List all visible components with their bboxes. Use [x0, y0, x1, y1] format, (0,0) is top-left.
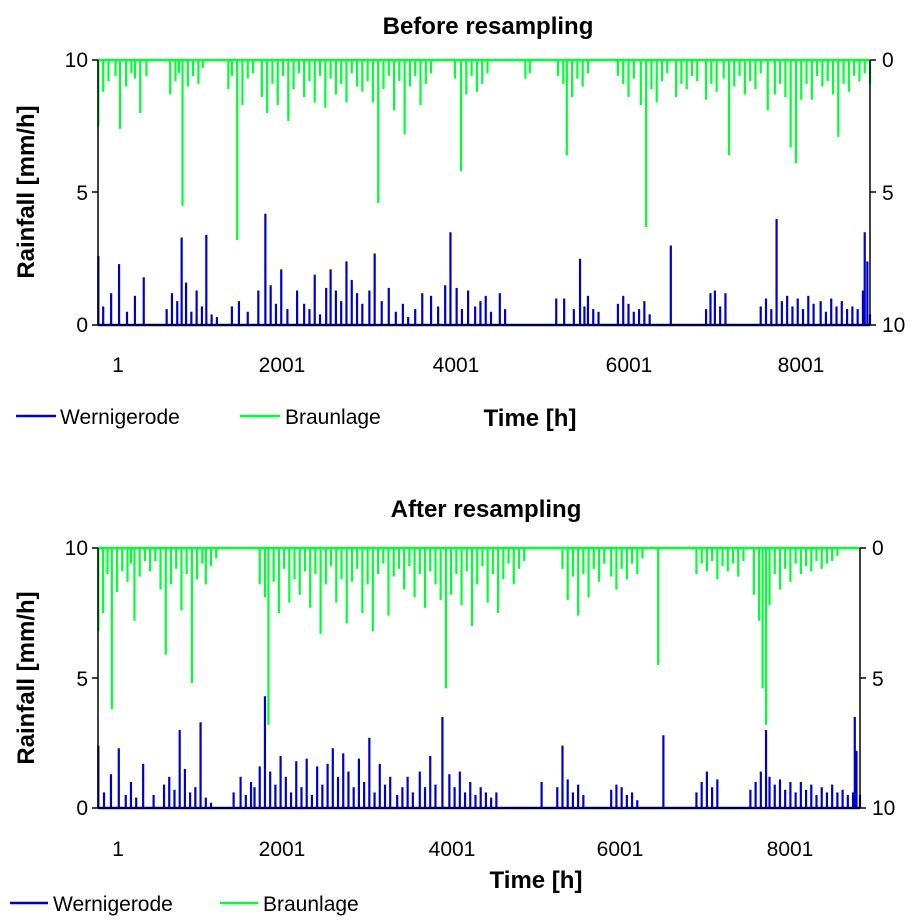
- y-tick-label-right: 10: [872, 797, 895, 820]
- x-tick-label: 8001: [767, 838, 814, 861]
- chart-plot-area: [97, 58, 872, 327]
- x-tick-label: 4001: [433, 354, 480, 377]
- y-tick-label-left: 5: [76, 182, 88, 205]
- legend-label-braunlage: Braunlage: [285, 406, 381, 429]
- y-tick-label-right: 10: [882, 314, 905, 337]
- legend-label-wernigerode: Wernigerode: [53, 893, 173, 916]
- y-tick-label-right: 0: [882, 49, 894, 72]
- chart-title: After resampling: [391, 496, 582, 523]
- legend-label-braunlage: Braunlage: [263, 893, 359, 916]
- legend: Wernigerode Braunlage: [10, 893, 359, 916]
- x-tick-label: 1: [112, 354, 124, 377]
- y-tick-label-right: 0: [872, 537, 884, 560]
- x-axis-label: Time [h]: [490, 867, 583, 894]
- x-tick-label: 1: [112, 838, 124, 861]
- legend: Wernigerode Braunlage: [16, 406, 381, 429]
- x-tick-label: 8001: [778, 354, 825, 377]
- chart-plot-area: [97, 546, 862, 810]
- chart-panel-before: Before resampling Rainfall [mm/h] 10 5 0…: [13, 13, 905, 432]
- y-axis-label: Rainfall [mm/h]: [13, 591, 40, 764]
- y-tick-label-left: 5: [76, 668, 88, 691]
- y-tick-label-right: 5: [882, 182, 894, 205]
- y-tick-label-left: 10: [65, 537, 88, 560]
- x-tick-label: 4001: [429, 838, 476, 861]
- y-tick-label-right: 5: [872, 668, 884, 691]
- x-tick-label: 2001: [259, 354, 306, 377]
- chart-panel-after: After resampling Rainfall [mm/h] 10 5 0 …: [10, 496, 895, 916]
- y-tick-label-left: 10: [65, 49, 88, 72]
- y-axis-label: Rainfall [mm/h]: [13, 105, 40, 278]
- x-tick-label: 6001: [606, 354, 653, 377]
- x-axis-label: Time [h]: [484, 405, 577, 432]
- y-tick-label-left: 0: [76, 314, 88, 337]
- y-tick-label-left: 0: [76, 797, 88, 820]
- x-tick-label: 2001: [259, 838, 306, 861]
- chart-title: Before resampling: [383, 13, 594, 40]
- legend-label-wernigerode: Wernigerode: [60, 406, 180, 429]
- x-tick-label: 6001: [597, 838, 644, 861]
